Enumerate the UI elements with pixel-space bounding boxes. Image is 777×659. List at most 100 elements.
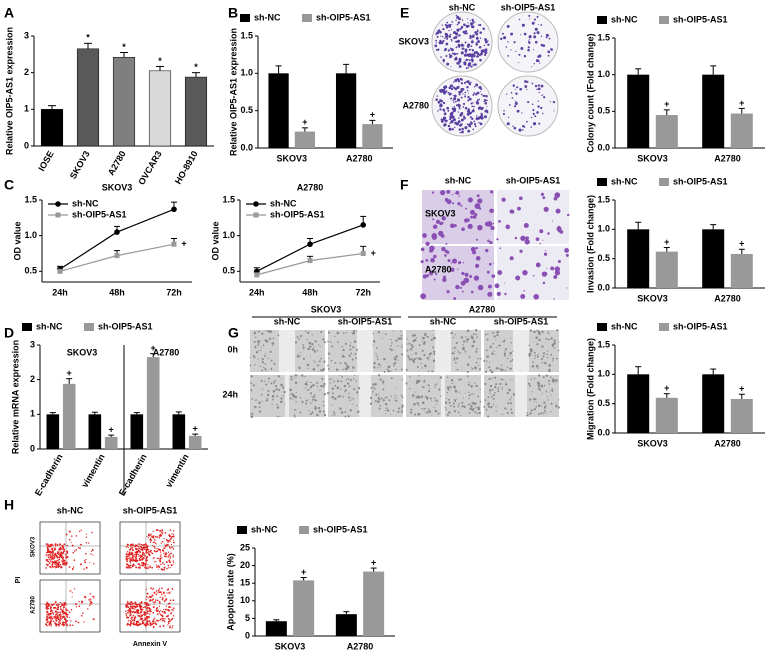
texture-dot: [50, 605, 52, 607]
bar: [294, 131, 316, 148]
texture-dot: [458, 59, 462, 63]
y-tick-label: 0.0: [597, 142, 610, 152]
texture-dot: [535, 237, 540, 241]
texture-dot: [125, 546, 128, 548]
texture-dot: [478, 121, 480, 124]
texture-dot: [51, 565, 53, 567]
texture-dot: [149, 609, 152, 611]
texture-dot: [69, 616, 71, 618]
texture-dot: [374, 388, 376, 390]
texture-dot: [537, 105, 540, 108]
texture-dot: [312, 398, 314, 401]
texture-dot: [497, 390, 500, 393]
texture-dot: [352, 398, 355, 400]
texture-dot: [135, 611, 137, 613]
texture-dot: [465, 80, 467, 83]
texture-dot: [338, 332, 340, 334]
texture-dot: [146, 556, 149, 559]
texture-dot: [282, 394, 285, 397]
texture-dot: [154, 617, 156, 619]
texture-dot: [446, 250, 450, 254]
texture-dot: [418, 404, 420, 407]
texture-dot: [342, 368, 344, 371]
texture-dot: [458, 403, 460, 405]
y-tick-label: 0.5: [222, 266, 235, 276]
texture-dot: [135, 555, 138, 558]
texture-dot: [442, 60, 445, 63]
texture-dot: [134, 606, 137, 609]
texture-dot: [457, 112, 459, 114]
texture-dot: [369, 402, 373, 405]
texture-dot: [516, 86, 519, 89]
texture-dot: [145, 599, 147, 601]
texture-dot: [327, 340, 329, 343]
texture-dot: [435, 272, 438, 276]
texture-dot: [492, 331, 495, 334]
texture-dot: [475, 384, 478, 388]
texture-dot: [470, 121, 473, 125]
texture-dot: [423, 380, 426, 383]
texture-dot: [499, 382, 502, 386]
texture-dot: [46, 608, 48, 611]
texture-dot: [69, 531, 71, 533]
texture-dot: [131, 618, 133, 620]
texture-dot: [45, 567, 47, 569]
significance-mark: +: [193, 423, 198, 433]
texture-dot: [168, 560, 170, 562]
texture-dot: [173, 561, 175, 563]
texture-dot: [413, 402, 416, 406]
texture-dot: [473, 92, 476, 94]
texture-dot: [471, 48, 473, 51]
texture-dot: [551, 389, 554, 392]
texture-dot: [47, 560, 50, 563]
texture-dot: [461, 401, 464, 404]
texture-dot: [75, 549, 78, 551]
texture-dot: [327, 391, 330, 394]
texture-dot: [56, 618, 58, 620]
texture-dot: [89, 602, 92, 605]
texture-dot: [416, 402, 419, 405]
texture-dot: [146, 607, 149, 609]
texture-dot: [495, 383, 498, 386]
texture-dot: [144, 555, 146, 557]
texture-dot: [454, 388, 457, 390]
texture-dot: [476, 412, 479, 415]
texture-dot: [456, 52, 459, 55]
texture-dot: [70, 609, 73, 611]
culture-plate: [497, 75, 559, 137]
texture-dot: [147, 623, 150, 625]
texture-dot: [445, 42, 449, 46]
texture-dot: [140, 564, 143, 566]
texture-dot: [85, 541, 88, 544]
texture-dot: [64, 611, 66, 614]
texture-dot: [555, 405, 558, 408]
texture-dot: [490, 405, 493, 409]
texture-dot: [171, 627, 173, 629]
texture-dot: [158, 558, 160, 560]
texture-dot: [452, 402, 455, 405]
texture-dot: [375, 353, 377, 355]
texture-dot: [528, 413, 531, 416]
texture-dot: [59, 619, 61, 622]
texture-dot: [449, 47, 452, 50]
texture-dot: [163, 563, 166, 566]
texture-dot: [454, 350, 456, 352]
texture-dot: [463, 23, 466, 27]
texture-dot: [484, 50, 488, 55]
texture-dot: [510, 396, 512, 398]
texture-dot: [169, 560, 171, 563]
texture-dot: [385, 407, 388, 409]
texture-dot: [277, 334, 280, 337]
texture-dot: [468, 125, 470, 127]
texture-dot: [376, 347, 378, 349]
wound-gap: [515, 375, 527, 417]
texture-dot: [45, 605, 48, 607]
texture-dot: [428, 387, 431, 390]
texture-dot: [392, 330, 395, 332]
texture-dot: [61, 549, 63, 551]
texture-dot: [546, 350, 549, 352]
texture-dot: [475, 350, 478, 353]
texture-dot: [49, 551, 52, 553]
texture-dot: [127, 555, 130, 557]
texture-dot: [258, 330, 261, 333]
